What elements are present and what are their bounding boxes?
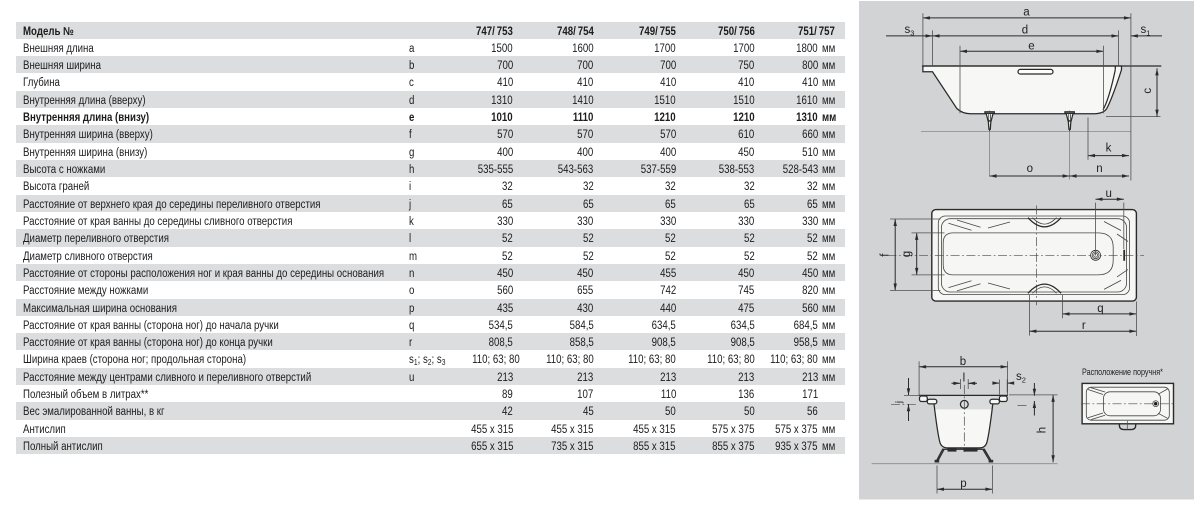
svg-text:s1: s1 <box>1141 24 1151 37</box>
svg-text:j: j <box>894 401 905 404</box>
svg-text:h: h <box>1037 427 1049 433</box>
svg-text:l: l <box>963 372 966 384</box>
svg-text:b: b <box>960 356 966 368</box>
svg-text:r: r <box>1082 320 1086 332</box>
svg-text:n: n <box>1096 163 1102 175</box>
svg-text:o: o <box>1027 163 1033 175</box>
svg-text:c: c <box>1142 88 1154 94</box>
svg-text:q: q <box>1097 303 1103 315</box>
svg-text:g: g <box>901 251 913 257</box>
svg-text:f: f <box>879 253 891 257</box>
svg-text:e: e <box>1028 40 1034 52</box>
svg-text:k: k <box>1106 142 1112 154</box>
svg-text:Расположение поручня*: Расположение поручня* <box>1082 367 1163 377</box>
svg-text:u: u <box>1105 188 1111 200</box>
svg-text:p: p <box>960 478 966 490</box>
svg-text:d: d <box>1022 25 1028 37</box>
svg-text:s2: s2 <box>1016 371 1026 384</box>
svg-text:a: a <box>1023 7 1030 19</box>
svg-text:s3: s3 <box>905 24 915 37</box>
